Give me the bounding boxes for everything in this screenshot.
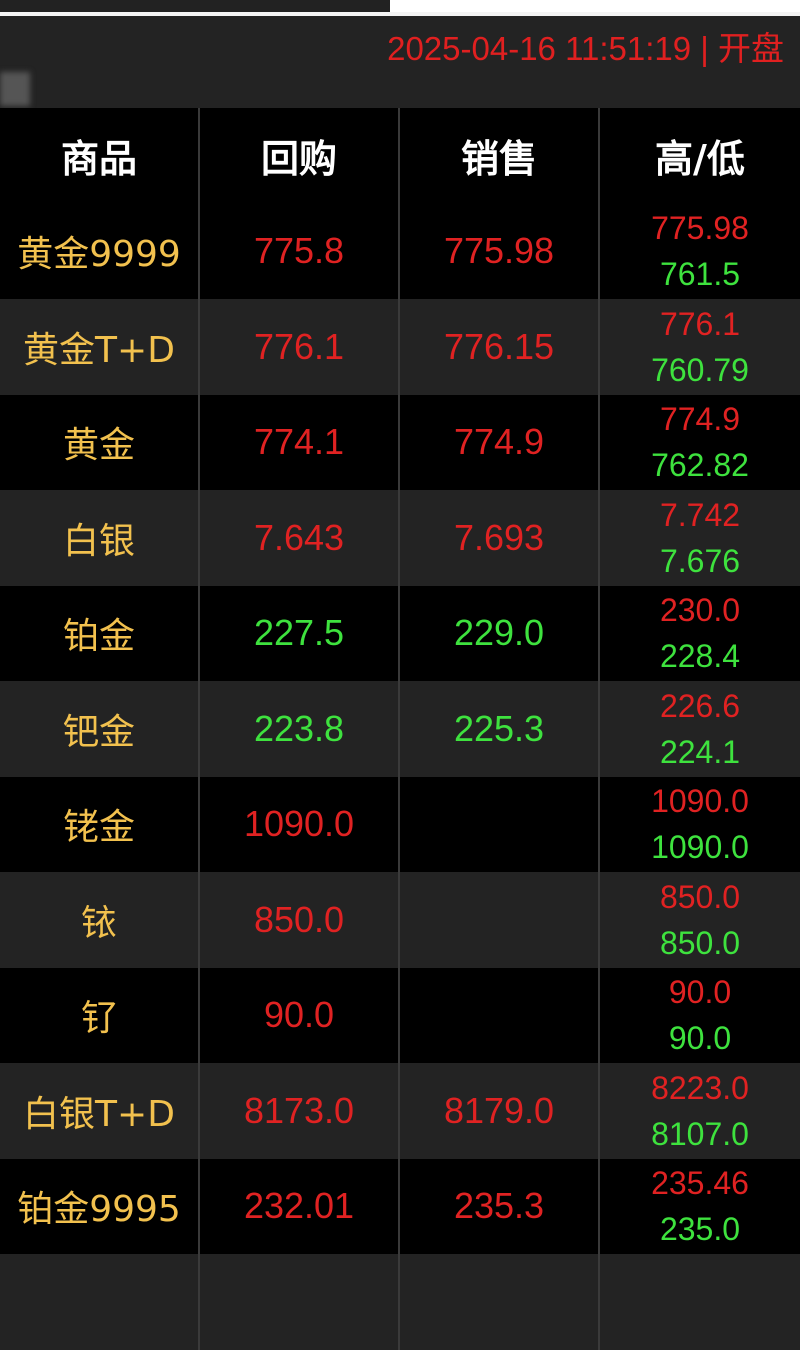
- high-low-cell: 850.0 850.0: [600, 872, 800, 968]
- buyback-price: 8173.0: [200, 1063, 400, 1159]
- buyback-price: 1090.0: [200, 776, 400, 872]
- datetime: 2025-04-16 11:51:19: [387, 30, 692, 67]
- buyback-price: 776.1: [200, 299, 400, 395]
- low-price: 760.79: [651, 351, 749, 388]
- low-price: 850.0: [659, 924, 741, 961]
- header-high-low: 高/低: [655, 137, 745, 182]
- header-product: 商品: [0, 108, 200, 204]
- high-price: 7.742: [659, 496, 741, 533]
- product-name: 白银: [0, 490, 200, 586]
- table-row[interactable]: 钯金 223.8 225.3 226.6 224.1: [0, 681, 800, 777]
- top-strip-white: [390, 0, 800, 12]
- table-row[interactable]: 铂金 227.5 229.0 230.0 228.4: [0, 585, 800, 682]
- sell-price: [400, 872, 600, 968]
- high-price: 774.9: [659, 401, 741, 438]
- product-name: 白银T+D: [0, 1063, 200, 1159]
- sell-price: 776.15: [400, 299, 600, 395]
- high-low-cell: 1090.0 1090.0: [600, 777, 800, 873]
- table-row[interactable]: 黄金9999 775.8 775.98 775.98 761.5: [0, 203, 800, 300]
- high-low-cell: 90.0 90.0: [600, 968, 800, 1064]
- product-name: 黄金: [0, 394, 200, 490]
- table-row[interactable]: 黄金 774.1 774.9 774.9 762.82: [0, 394, 800, 491]
- table-row[interactable]: 黄金T+D 776.1 776.15 776.1 760.79: [0, 299, 800, 395]
- high-price: 226.6: [659, 687, 741, 724]
- low-price: 8107.0: [651, 1115, 749, 1152]
- low-price: 1090.0: [651, 829, 749, 866]
- top-strip: [0, 0, 800, 16]
- product-name: 钯金: [0, 681, 200, 777]
- high-low-cell: 776.1 760.79: [600, 299, 800, 395]
- sell-price: 229.0: [400, 585, 600, 681]
- high-low-cell: 235.46 235.0: [600, 1159, 800, 1255]
- high-price: 235.46: [651, 1165, 749, 1202]
- buyback-price: 227.5: [200, 585, 400, 681]
- table-row[interactable]: 白银 7.643 7.693 7.742 7.676: [0, 490, 800, 586]
- low-price: 228.4: [659, 638, 741, 675]
- sell-price: 225.3: [400, 681, 600, 777]
- blurred-logo: [0, 72, 30, 106]
- status-datetime: 2025-04-16 11:51:19 | 开盘: [387, 22, 784, 70]
- low-price: 224.1: [659, 733, 741, 770]
- low-price: 761.5: [659, 256, 741, 293]
- product-name: 黄金9999: [0, 203, 200, 299]
- market-state: 开盘: [718, 30, 784, 67]
- buyback-price: 7.643: [200, 490, 400, 586]
- high-price: 1090.0: [651, 783, 749, 820]
- price-table: 商品 回购 销售 高/低 黄金9999 775.8 775.98 775.98 761.…: [0, 108, 800, 1350]
- high-price: 90.0: [668, 974, 732, 1011]
- high-low-cell: 7.742 7.676: [600, 490, 800, 586]
- high-price: 850.0: [659, 878, 741, 915]
- product-name: 铂金9995: [0, 1158, 200, 1254]
- high-price: 230.0: [659, 592, 741, 629]
- sell-price: 775.98: [400, 203, 600, 299]
- sell-price: [400, 967, 600, 1063]
- high-low-cell: 774.9 762.82: [600, 395, 800, 491]
- table-row[interactable]: 铂金9995 232.01 235.3 235.46 235.0: [0, 1158, 800, 1255]
- table-row[interactable]: 白银T+D 8173.0 8179.0 8223.0 8107.0: [0, 1063, 800, 1159]
- product-name: 铱: [0, 872, 200, 968]
- buyback-price: 223.8: [200, 681, 400, 777]
- high-low-cell: 775.98 761.5: [600, 204, 800, 300]
- high-price: 8223.0: [651, 1069, 749, 1106]
- low-price: 762.82: [651, 447, 749, 484]
- table-row[interactable]: 铑金 1090.0 1090.0 1090.0: [0, 776, 800, 873]
- high-price: 775.98: [651, 210, 749, 247]
- buyback-price: 232.01: [200, 1158, 400, 1254]
- low-price: 235.0: [659, 1211, 741, 1248]
- sell-price: 8179.0: [400, 1063, 600, 1159]
- high-low-cell: 226.6 224.1: [600, 681, 800, 777]
- sell-price: [400, 776, 600, 872]
- sell-price: 7.693: [400, 490, 600, 586]
- table-header: 商品 回购 销售 高/低: [0, 108, 800, 204]
- table-row[interactable]: 钌 90.0 90.0 90.0: [0, 967, 800, 1064]
- sell-price: 774.9: [400, 394, 600, 490]
- top-strip-line: [0, 12, 800, 16]
- partial-row: [0, 1254, 800, 1350]
- high-low-cell: 230.0 228.4: [600, 586, 800, 682]
- buyback-price: 774.1: [200, 394, 400, 490]
- low-price: 90.0: [668, 1020, 732, 1057]
- high-price: 776.1: [659, 305, 741, 342]
- product-name: 钌: [0, 967, 200, 1063]
- low-price: 7.676: [659, 542, 741, 579]
- buyback-price: 850.0: [200, 872, 400, 968]
- high-low-cell: 8223.0 8107.0: [600, 1063, 800, 1159]
- buyback-price: 775.8: [200, 203, 400, 299]
- table-row[interactable]: 铱 850.0 850.0 850.0: [0, 872, 800, 968]
- separator: |: [700, 30, 709, 67]
- buyback-price: 90.0: [200, 967, 400, 1063]
- product-name: 铂金: [0, 585, 200, 681]
- header-sell: 销售: [400, 108, 600, 204]
- header-buyback: 回购: [200, 108, 400, 204]
- product-name: 黄金T+D: [0, 299, 200, 395]
- sell-price: 235.3: [400, 1158, 600, 1254]
- product-name: 铑金: [0, 776, 200, 872]
- status-bar: 2025-04-16 11:51:19 | 开盘: [0, 16, 800, 108]
